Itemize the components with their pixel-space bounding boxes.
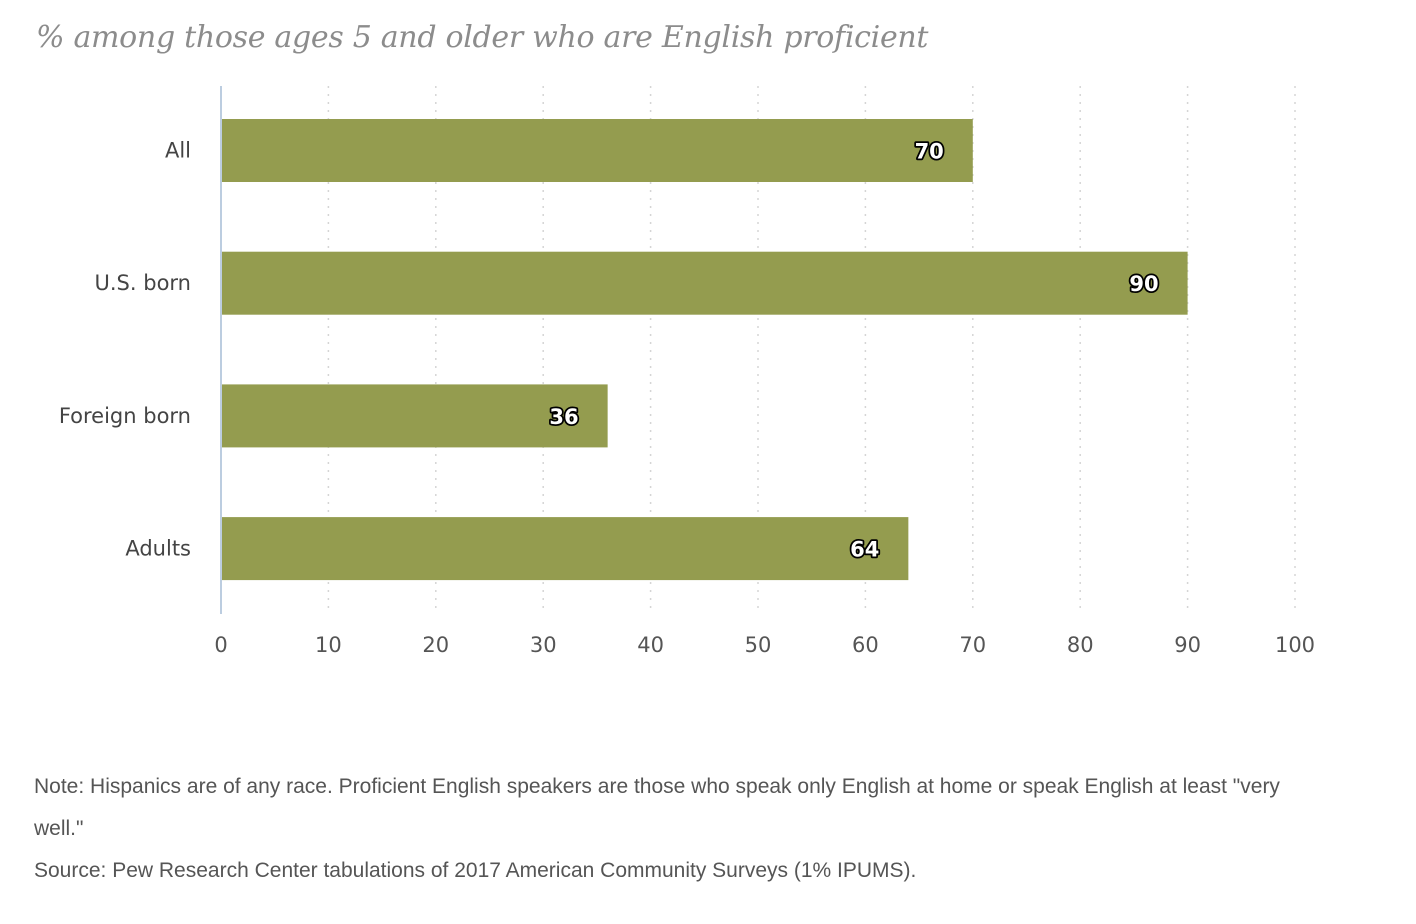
x-tick-label-40: 40 <box>637 633 664 657</box>
bar-adults <box>222 517 909 581</box>
category-label-foreign-born: Foreign born <box>59 404 191 428</box>
chart-note: Note: Hispanics are of any race. Profici… <box>34 775 1280 840</box>
category-label-u-s-born: U.S. born <box>95 271 191 295</box>
x-tick-label-60: 60 <box>852 633 879 657</box>
bar-foreign-born <box>222 384 608 448</box>
x-tick-label-10: 10 <box>315 633 342 657</box>
x-tick-label-70: 70 <box>959 633 986 657</box>
x-tick-label-0: 0 <box>214 633 227 657</box>
data-label-all: 70 <box>915 140 944 164</box>
bars <box>222 119 1188 581</box>
x-axis-ticks: 0 10 20 30 40 50 60 70 80 90 100 <box>214 633 1315 657</box>
data-label-adults: 64 <box>850 538 879 562</box>
data-labels: 70 90 36 64 <box>548 138 1161 564</box>
x-tick-label-50: 50 <box>745 633 772 657</box>
x-tick-label-30: 30 <box>530 633 557 657</box>
x-tick-label-90: 90 <box>1174 633 1201 657</box>
category-label-adults: Adults <box>125 537 191 561</box>
category-labels: All U.S. born Foreign born Adults <box>59 139 191 561</box>
x-tick-label-80: 80 <box>1067 633 1094 657</box>
data-label-foreign-born: 36 <box>549 405 578 429</box>
bar-u-s-born <box>222 251 1188 315</box>
x-tick-label-100: 100 <box>1275 633 1315 657</box>
x-tick-label-20: 20 <box>422 633 449 657</box>
data-label-u-s-born: 90 <box>1129 272 1158 296</box>
category-label-all: All <box>165 139 191 163</box>
chart-subtitle: % among those ages 5 and older who are E… <box>36 20 929 55</box>
chart-source: Source: Pew Research Center tabulations … <box>34 859 917 882</box>
bar-all <box>222 119 973 182</box>
